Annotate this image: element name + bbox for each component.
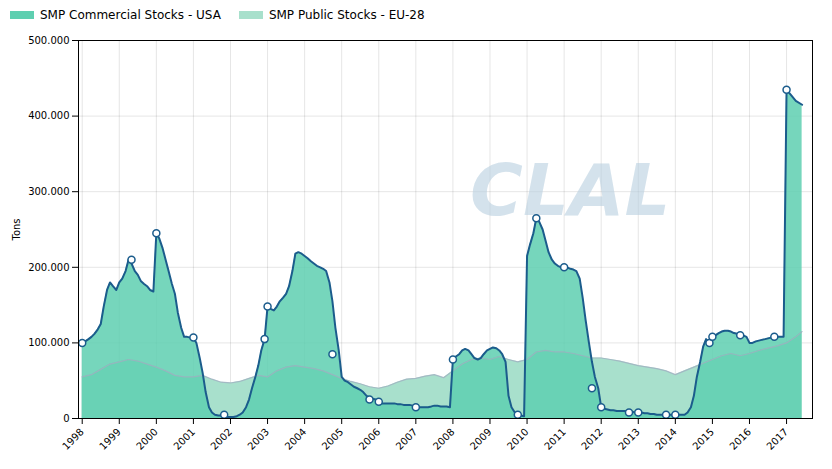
svg-text:2005: 2005 bbox=[320, 426, 346, 452]
svg-text:Tons: Tons bbox=[11, 218, 22, 241]
svg-text:2009: 2009 bbox=[468, 426, 494, 452]
svg-text:2003: 2003 bbox=[245, 426, 271, 452]
svg-text:300.000: 300.000 bbox=[28, 186, 69, 197]
svg-text:500.000: 500.000 bbox=[28, 35, 69, 46]
svg-text:2002: 2002 bbox=[208, 426, 234, 452]
svg-text:0: 0 bbox=[63, 413, 69, 424]
svg-text:1998: 1998 bbox=[60, 426, 86, 452]
svg-text:2008: 2008 bbox=[431, 426, 457, 452]
svg-text:2004: 2004 bbox=[283, 426, 309, 452]
svg-text:2000: 2000 bbox=[134, 426, 160, 452]
svg-text:1999: 1999 bbox=[97, 426, 123, 452]
html-text:SMP Public Stocks - EU-28: SMP Public Stocks - EU-28 bbox=[268, 8, 425, 22]
svg-text:400.000: 400.000 bbox=[28, 110, 69, 121]
svg-text:2012: 2012 bbox=[579, 426, 605, 452]
svg-text:2015: 2015 bbox=[690, 426, 716, 452]
svg-text:2016: 2016 bbox=[727, 426, 753, 452]
svg-text:2017: 2017 bbox=[764, 426, 790, 452]
svg-text:2001: 2001 bbox=[171, 426, 197, 452]
svg-text:2011: 2011 bbox=[542, 426, 568, 452]
svg-text:2010: 2010 bbox=[505, 426, 531, 452]
html-text:SMP Commercial Stocks - USA: SMP Commercial Stocks - USA bbox=[40, 8, 221, 22]
svg-text:200.000: 200.000 bbox=[28, 262, 69, 273]
svg-text:100.000: 100.000 bbox=[28, 337, 69, 348]
svg-text:CLAL: CLAL bbox=[470, 148, 670, 232]
svg-text:2007: 2007 bbox=[394, 426, 420, 452]
svg-text:2013: 2013 bbox=[616, 426, 642, 452]
svg-text:2014: 2014 bbox=[653, 426, 679, 452]
svg-text:2006: 2006 bbox=[357, 426, 383, 452]
